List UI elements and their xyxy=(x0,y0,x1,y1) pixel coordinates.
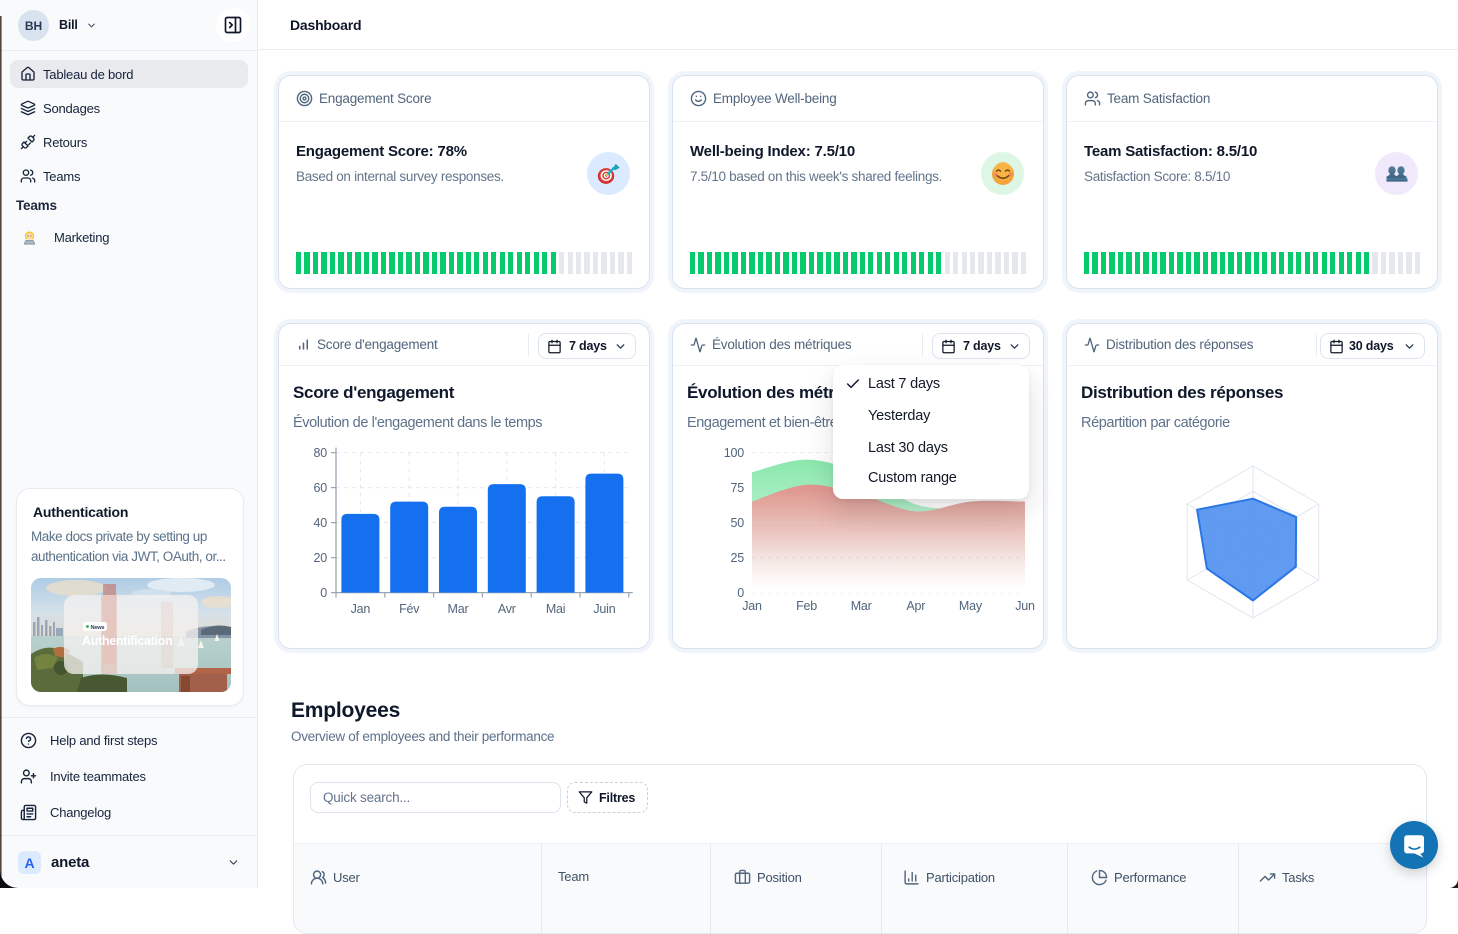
svg-text:50: 50 xyxy=(730,516,744,530)
svg-text:Avr: Avr xyxy=(498,602,516,616)
svg-text:Jan: Jan xyxy=(351,602,371,616)
svg-text:25: 25 xyxy=(730,551,744,565)
svg-text:Apr: Apr xyxy=(906,599,925,613)
svg-text:News: News xyxy=(91,625,105,631)
svg-text:Juin: Juin xyxy=(593,602,615,616)
svg-text:0: 0 xyxy=(320,586,327,600)
svg-text:Mai: Mai xyxy=(546,602,566,616)
svg-text:60: 60 xyxy=(313,481,327,495)
svg-text:Jan: Jan xyxy=(742,599,762,613)
svg-text:Authentification: Authentification xyxy=(82,634,172,648)
svg-text:80: 80 xyxy=(313,446,327,460)
svg-text:Fév: Fév xyxy=(399,602,420,616)
svg-text:0: 0 xyxy=(737,586,744,600)
svg-text:75: 75 xyxy=(730,481,744,495)
svg-text:Mar: Mar xyxy=(851,599,872,613)
svg-text:20: 20 xyxy=(313,551,327,565)
svg-text:40: 40 xyxy=(313,516,327,530)
svg-text:May: May xyxy=(959,599,983,613)
svg-text:Jun: Jun xyxy=(1015,599,1035,613)
svg-text:Feb: Feb xyxy=(796,599,817,613)
svg-text:Mar: Mar xyxy=(448,602,469,616)
svg-text:100: 100 xyxy=(724,446,745,460)
